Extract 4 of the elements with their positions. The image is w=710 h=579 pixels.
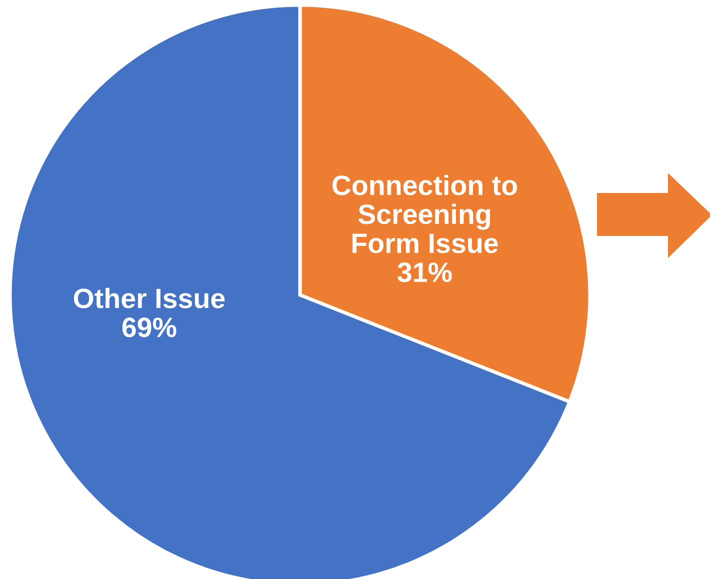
slice-label: Other Issue — [74, 288, 225, 308]
data-label: 31% — [398, 262, 452, 282]
data-label: 69% — [122, 318, 176, 338]
slice-label: Connection to Screening Form Issue — [332, 174, 517, 254]
